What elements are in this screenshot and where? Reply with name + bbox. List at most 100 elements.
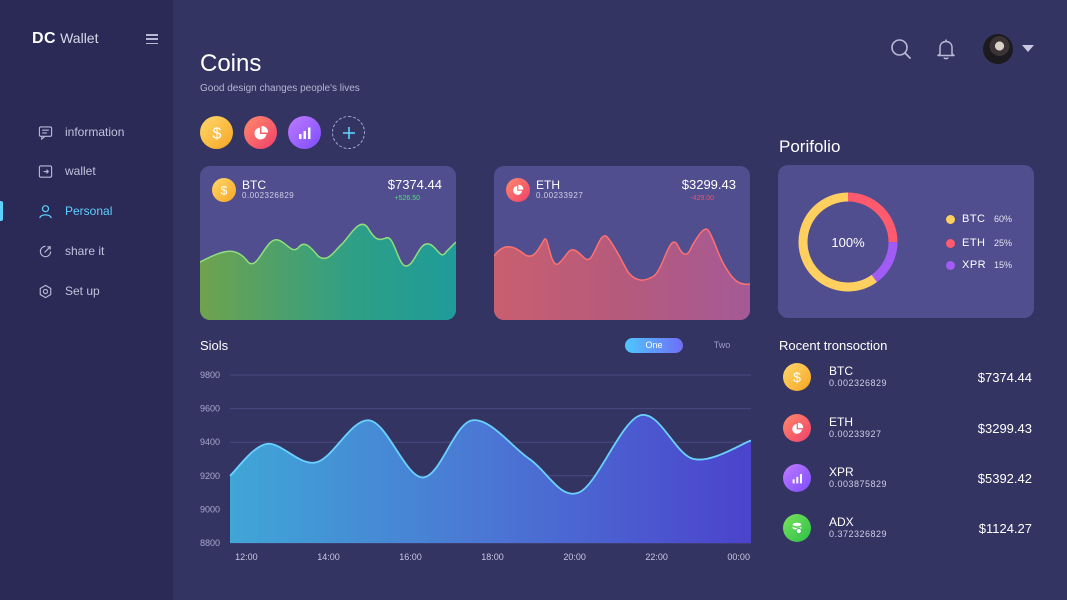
coin-name: BTC xyxy=(242,178,266,192)
y-tick-label: 9400 xyxy=(200,437,220,447)
hamburger-menu-icon[interactable] xyxy=(146,34,158,45)
pie-icon xyxy=(783,414,811,442)
avatar[interactable] xyxy=(983,34,1013,64)
search-icon[interactable] xyxy=(890,38,912,60)
y-tick-label: 9200 xyxy=(200,471,220,481)
series-line xyxy=(229,414,752,495)
transaction-name: BTC xyxy=(829,364,853,378)
legend-dot xyxy=(946,260,955,270)
legend-name: XPR xyxy=(962,259,987,271)
portfolio-title: Porifolio xyxy=(779,137,841,156)
brand-logo: DC Wallet xyxy=(32,30,99,48)
coin-change: +526.50 xyxy=(394,195,421,202)
transaction-name: ADX xyxy=(829,515,854,529)
x-tick-label: 00:00 xyxy=(727,552,750,562)
btc-card[interactable]: $ BTC 0.002326829 $7374.44 +526.50 xyxy=(200,166,456,320)
transaction-amount: $5392.42 xyxy=(977,471,1032,486)
transaction-row[interactable]: XPR 0.003875829 $5392.42 xyxy=(783,464,1035,494)
coin-name: ETH xyxy=(536,178,560,192)
svg-text:$: $ xyxy=(793,369,801,385)
transaction-amount: $1124.27 xyxy=(978,521,1032,536)
sidebar-item-label: share it xyxy=(65,244,105,258)
quick-eth-button[interactable] xyxy=(244,116,277,149)
sidebar-item-label: Personal xyxy=(65,204,113,218)
page-subtitle: Good design changes people's lives xyxy=(200,83,360,94)
sidebar-item-personal[interactable]: Personal xyxy=(0,199,173,223)
coin-amount: 0.002326829 xyxy=(242,191,295,200)
donut-slice-btc xyxy=(798,192,898,292)
coin-price: $3299.43 xyxy=(681,177,736,192)
legend-eth: ETH 25% xyxy=(946,237,1012,249)
siols-title: Siols xyxy=(200,338,229,353)
coin-price: $7374.44 xyxy=(387,177,442,192)
quick-btc-button[interactable]: $ xyxy=(200,116,233,149)
gear-icon xyxy=(39,284,52,298)
legend-xpr: XPR 15% xyxy=(946,259,1012,271)
pie-icon xyxy=(506,178,530,202)
transaction-amount: $3299.43 xyxy=(977,421,1032,436)
x-tick-label: 18:00 xyxy=(481,552,504,562)
quick-xpr-button[interactable] xyxy=(288,116,321,149)
brand-bold: DC xyxy=(32,30,57,47)
share-icon xyxy=(39,245,52,257)
toggle-two-button[interactable]: Two xyxy=(713,340,731,350)
siols-area-chart: 9800 9600 9400 9200 9000 8800 12:00 14:00 16:00 1… xyxy=(200,370,752,562)
sidebar-item-information[interactable]: information xyxy=(0,120,173,144)
eth-sparkline xyxy=(494,228,750,320)
y-tick-label: 9000 xyxy=(200,504,220,514)
x-tick-label: 20:00 xyxy=(563,552,586,562)
toggle-one-button[interactable]: One xyxy=(625,338,683,353)
dollar-icon: $ xyxy=(212,125,221,142)
legend-pct: 15% xyxy=(994,260,1013,270)
legend-btc: BTC 60% xyxy=(946,213,1012,225)
brand-light: Wallet xyxy=(60,30,99,46)
sidebar-item-label: information xyxy=(65,125,125,139)
x-tick-label: 22:00 xyxy=(645,552,668,562)
user-icon xyxy=(39,204,52,218)
pie-icon xyxy=(254,125,268,139)
y-tick-label: 9600 xyxy=(200,404,220,414)
bar-chart-icon xyxy=(783,464,811,492)
page-title: Coins xyxy=(200,50,262,77)
coin-amount: 0.00233927 xyxy=(536,191,584,200)
chevron-down-icon[interactable] xyxy=(1022,45,1034,52)
y-tick-label: 8800 xyxy=(200,538,220,548)
add-coin-button[interactable] xyxy=(332,116,365,149)
coin-change: -429.00 xyxy=(690,195,714,202)
svg-text:$: $ xyxy=(212,125,221,142)
legend-name: BTC xyxy=(962,213,986,225)
svg-text:$: $ xyxy=(221,184,228,198)
legend-dot xyxy=(946,214,955,224)
sidebar-item-label: wallet xyxy=(65,164,96,178)
sidebar-item-label: Set up xyxy=(65,284,100,298)
btc-sparkline xyxy=(200,223,456,320)
transaction-name: ETH xyxy=(829,415,853,429)
transaction-amount-coin: 0.372326829 xyxy=(829,529,888,539)
sidebar-item-setup[interactable]: Set up xyxy=(0,279,173,303)
sidebar-item-wallet[interactable]: wallet xyxy=(0,159,173,183)
eth-card[interactable]: ETH 0.00233927 $3299.43 -429.00 xyxy=(494,166,750,320)
transaction-amount-coin: 0.002326829 xyxy=(829,378,888,388)
x-tick-label: 12:00 xyxy=(235,552,258,562)
donut-center-label: 100% xyxy=(831,235,865,250)
bell-icon[interactable] xyxy=(935,38,957,60)
plus-icon xyxy=(342,126,355,139)
legend-pct: 60% xyxy=(994,214,1013,224)
dollar-icon: $ xyxy=(212,178,236,202)
transactions-title: Rocent tronsoction xyxy=(779,338,888,353)
transaction-row[interactable]: $ BTC 0.002326829 $7374.44 xyxy=(783,363,1035,393)
y-tick-label: 9800 xyxy=(200,370,220,380)
legend-dot xyxy=(946,238,955,248)
transaction-row[interactable]: ADX 0.372326829 $1124.27 xyxy=(783,514,1035,544)
transaction-amount-coin: 0.003875829 xyxy=(829,479,888,489)
legend-pct: 25% xyxy=(994,238,1013,248)
x-tick-label: 16:00 xyxy=(399,552,422,562)
message-icon xyxy=(38,125,53,140)
bar-chart-icon xyxy=(298,127,310,139)
transaction-amount: $7374.44 xyxy=(977,370,1032,385)
transaction-row[interactable]: ETH 0.00233927 $3299.43 xyxy=(783,414,1035,444)
dollar-icon: $ xyxy=(783,363,811,391)
sidebar-item-share[interactable]: share it xyxy=(0,239,173,263)
transaction-amount-coin: 0.00233927 xyxy=(829,429,882,439)
sidebar: DC Wallet information wallet Personal sha… xyxy=(0,0,173,600)
